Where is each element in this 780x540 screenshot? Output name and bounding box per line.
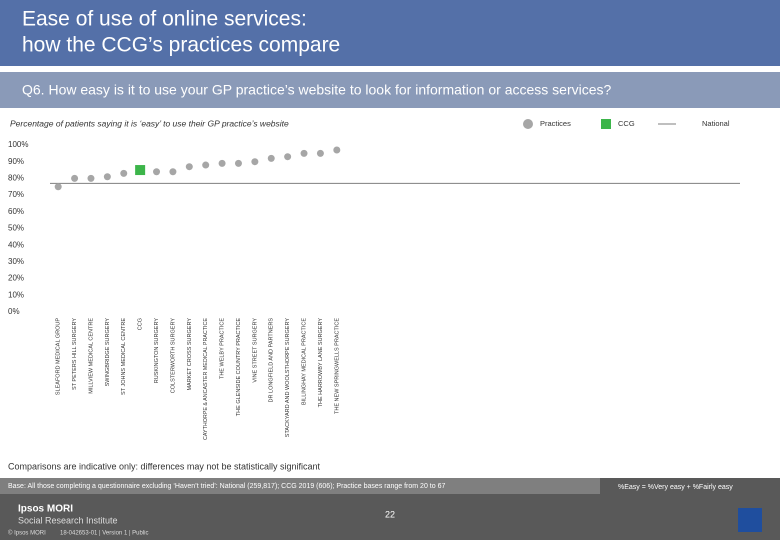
practice-dot <box>267 154 275 162</box>
base-text: Base: All those completing a questionnai… <box>8 483 445 490</box>
practice-dot <box>333 146 341 154</box>
y-tick-label: 40% <box>8 240 24 249</box>
practice-dot <box>316 149 324 157</box>
legend: Practices CCG National <box>523 119 730 129</box>
plot: 0% 10% 20% 30% 40% 50% 60% 70% 80% 90% 100% SLEAFOR… <box>8 140 740 440</box>
practice-dot <box>169 168 177 176</box>
x-tick-label: COLSTERWORTH SURGERY <box>170 318 176 394</box>
legend-label: National <box>702 119 730 128</box>
x-tick-label: ST JOHNS MEDICAL CENTRE <box>121 318 127 395</box>
legend-swatch <box>601 119 611 129</box>
x-tick-label: MARKET CROSS SURGERY <box>187 318 193 391</box>
practice-dot <box>103 173 111 181</box>
page-number: 22 <box>385 509 395 519</box>
practice-dot <box>185 163 193 171</box>
legend-label: Practices <box>540 119 571 128</box>
y-tick-label: 50% <box>8 224 24 233</box>
title-bar <box>0 0 780 66</box>
y-tick-label: 90% <box>8 157 24 166</box>
y-tick-label: 30% <box>8 257 24 266</box>
practice-dot <box>284 153 292 161</box>
x-tick-label: RUSKINGTON SURGERY <box>154 318 160 384</box>
practice-dot <box>54 183 62 191</box>
practice-dot <box>153 168 161 176</box>
practice-dot <box>251 158 259 166</box>
subtitle: Percentage of patients saying it is ‘eas… <box>10 118 289 128</box>
definition: %Easy = %Very easy + %Fairly easy <box>618 484 733 491</box>
x-tick-label: SLEAFORD MEDICAL GROUP <box>56 318 62 395</box>
practice-dot <box>87 174 95 182</box>
x-tick-label: VINE STREET SURGERY <box>252 318 258 383</box>
x-tick-label: MILLVIEW MEDICAL CENTRE <box>88 318 94 394</box>
x-tick-label: BILLINGHAY MEDICAL PRACTICE <box>301 318 307 405</box>
y-tick-label: 10% <box>8 290 24 299</box>
legend-swatch <box>523 119 533 129</box>
y-tick-label: 60% <box>8 207 24 216</box>
title: how the CCG’s practices compare <box>22 34 340 57</box>
practice-dot <box>218 159 226 167</box>
y-tick-label: 0% <box>8 307 20 316</box>
ccg-marker <box>135 165 146 176</box>
practice-dot <box>202 161 210 169</box>
x-tick-label: DR LONGFIELD AND PARTNERS <box>269 318 275 403</box>
y-tick-label: 100% <box>8 140 28 149</box>
brand-sub: Social Research Institute <box>18 515 118 525</box>
question: Q6. How easy is it to use your GP practi… <box>22 82 611 98</box>
practice-dot <box>234 159 242 167</box>
job-number: 18-042653-01 | Version 1 | Public <box>60 531 149 537</box>
brand: Ipsos MORI <box>18 504 73 515</box>
x-tick-label: STACKYARD AND WOOLSTHORPE SURGERY <box>285 318 291 438</box>
y-tick-label: 20% <box>8 274 24 283</box>
legend-label: CCG <box>618 119 635 128</box>
x-tick-label: CCG <box>138 318 144 330</box>
base-bar <box>0 478 600 494</box>
x-tick-label: ST PETERS HILL SURGERY <box>72 318 78 390</box>
x-tick-label: THE HARROWBY LANE SURGERY <box>318 318 324 408</box>
y-tick-label: 80% <box>8 174 24 183</box>
y-tick-label: 70% <box>8 190 24 199</box>
question-bar <box>0 72 780 108</box>
practice-dot <box>120 169 128 177</box>
note: Comparisons are indicative only: differe… <box>8 461 320 471</box>
practice-dot <box>71 174 79 182</box>
copyright: © Ipsos MORI <box>8 530 46 537</box>
logo <box>738 508 762 532</box>
practice-dot <box>300 149 308 157</box>
title: Ease of use of online services: <box>22 8 307 31</box>
x-tick-label: THE NEW SPRINGWELLS PRACTICE <box>334 318 340 414</box>
x-tick-label: SWINGBRIDGE SURGERY <box>105 318 111 387</box>
x-tick-label: CAYTHORPE & ANCASTER MEDICAL PRACTICE <box>203 318 209 440</box>
x-tick-label: THE WELBY PRACTICE <box>220 318 226 379</box>
x-tick-label: THE GLENSIDE COUNTRY PRACTICE <box>236 318 242 417</box>
